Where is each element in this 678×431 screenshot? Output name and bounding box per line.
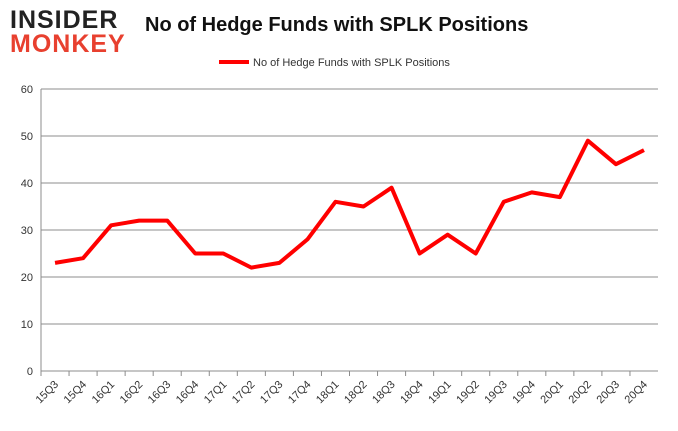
x-tick-label: 16Q1 — [90, 379, 118, 407]
x-tick-label: 19Q4 — [510, 379, 538, 407]
y-tick-label: 0 — [27, 366, 33, 378]
x-tick-label: 20Q4 — [623, 379, 651, 407]
y-tick-label: 60 — [21, 84, 33, 96]
y-tick-label: 20 — [21, 272, 33, 284]
x-tick-label: 16Q4 — [174, 379, 202, 407]
legend-label: No of Hedge Funds with SPLK Positions — [253, 57, 450, 69]
x-tick-label: 20Q3 — [595, 379, 623, 407]
x-tick-label: 20Q1 — [538, 379, 566, 407]
series-line — [54, 138, 645, 270]
x-tick-label: 18Q4 — [398, 379, 426, 407]
x-tick-label: 19Q2 — [454, 379, 482, 407]
logo-monkey: MONKEY — [10, 30, 126, 58]
y-tick-label: 50 — [21, 131, 33, 143]
x-tick-label: 17Q3 — [258, 379, 286, 407]
x-tick-label: 15Q3 — [34, 379, 62, 407]
x-tick-label: 16Q3 — [146, 379, 174, 407]
chart-title: No of Hedge Funds with SPLK Positions — [145, 14, 529, 36]
y-tick-label: 10 — [21, 319, 33, 331]
x-tick-label: 19Q3 — [482, 379, 510, 407]
x-tick-label: 17Q2 — [230, 379, 258, 407]
x-tick-label: 16Q2 — [118, 379, 146, 407]
y-tick-label: 30 — [21, 225, 33, 237]
x-tick-label: 18Q2 — [342, 379, 370, 407]
x-tick-label: 18Q1 — [314, 379, 342, 407]
x-tick-label: 17Q1 — [202, 379, 230, 407]
logo-insider: INSIDER — [10, 6, 119, 34]
x-tick-label: 20Q2 — [566, 379, 594, 407]
x-tick-label: 18Q3 — [370, 379, 398, 407]
x-tick-label: 17Q4 — [286, 379, 314, 407]
x-tick-label: 15Q4 — [62, 379, 90, 407]
y-tick-label: 40 — [21, 178, 33, 190]
x-tick-label: 19Q1 — [426, 379, 454, 407]
